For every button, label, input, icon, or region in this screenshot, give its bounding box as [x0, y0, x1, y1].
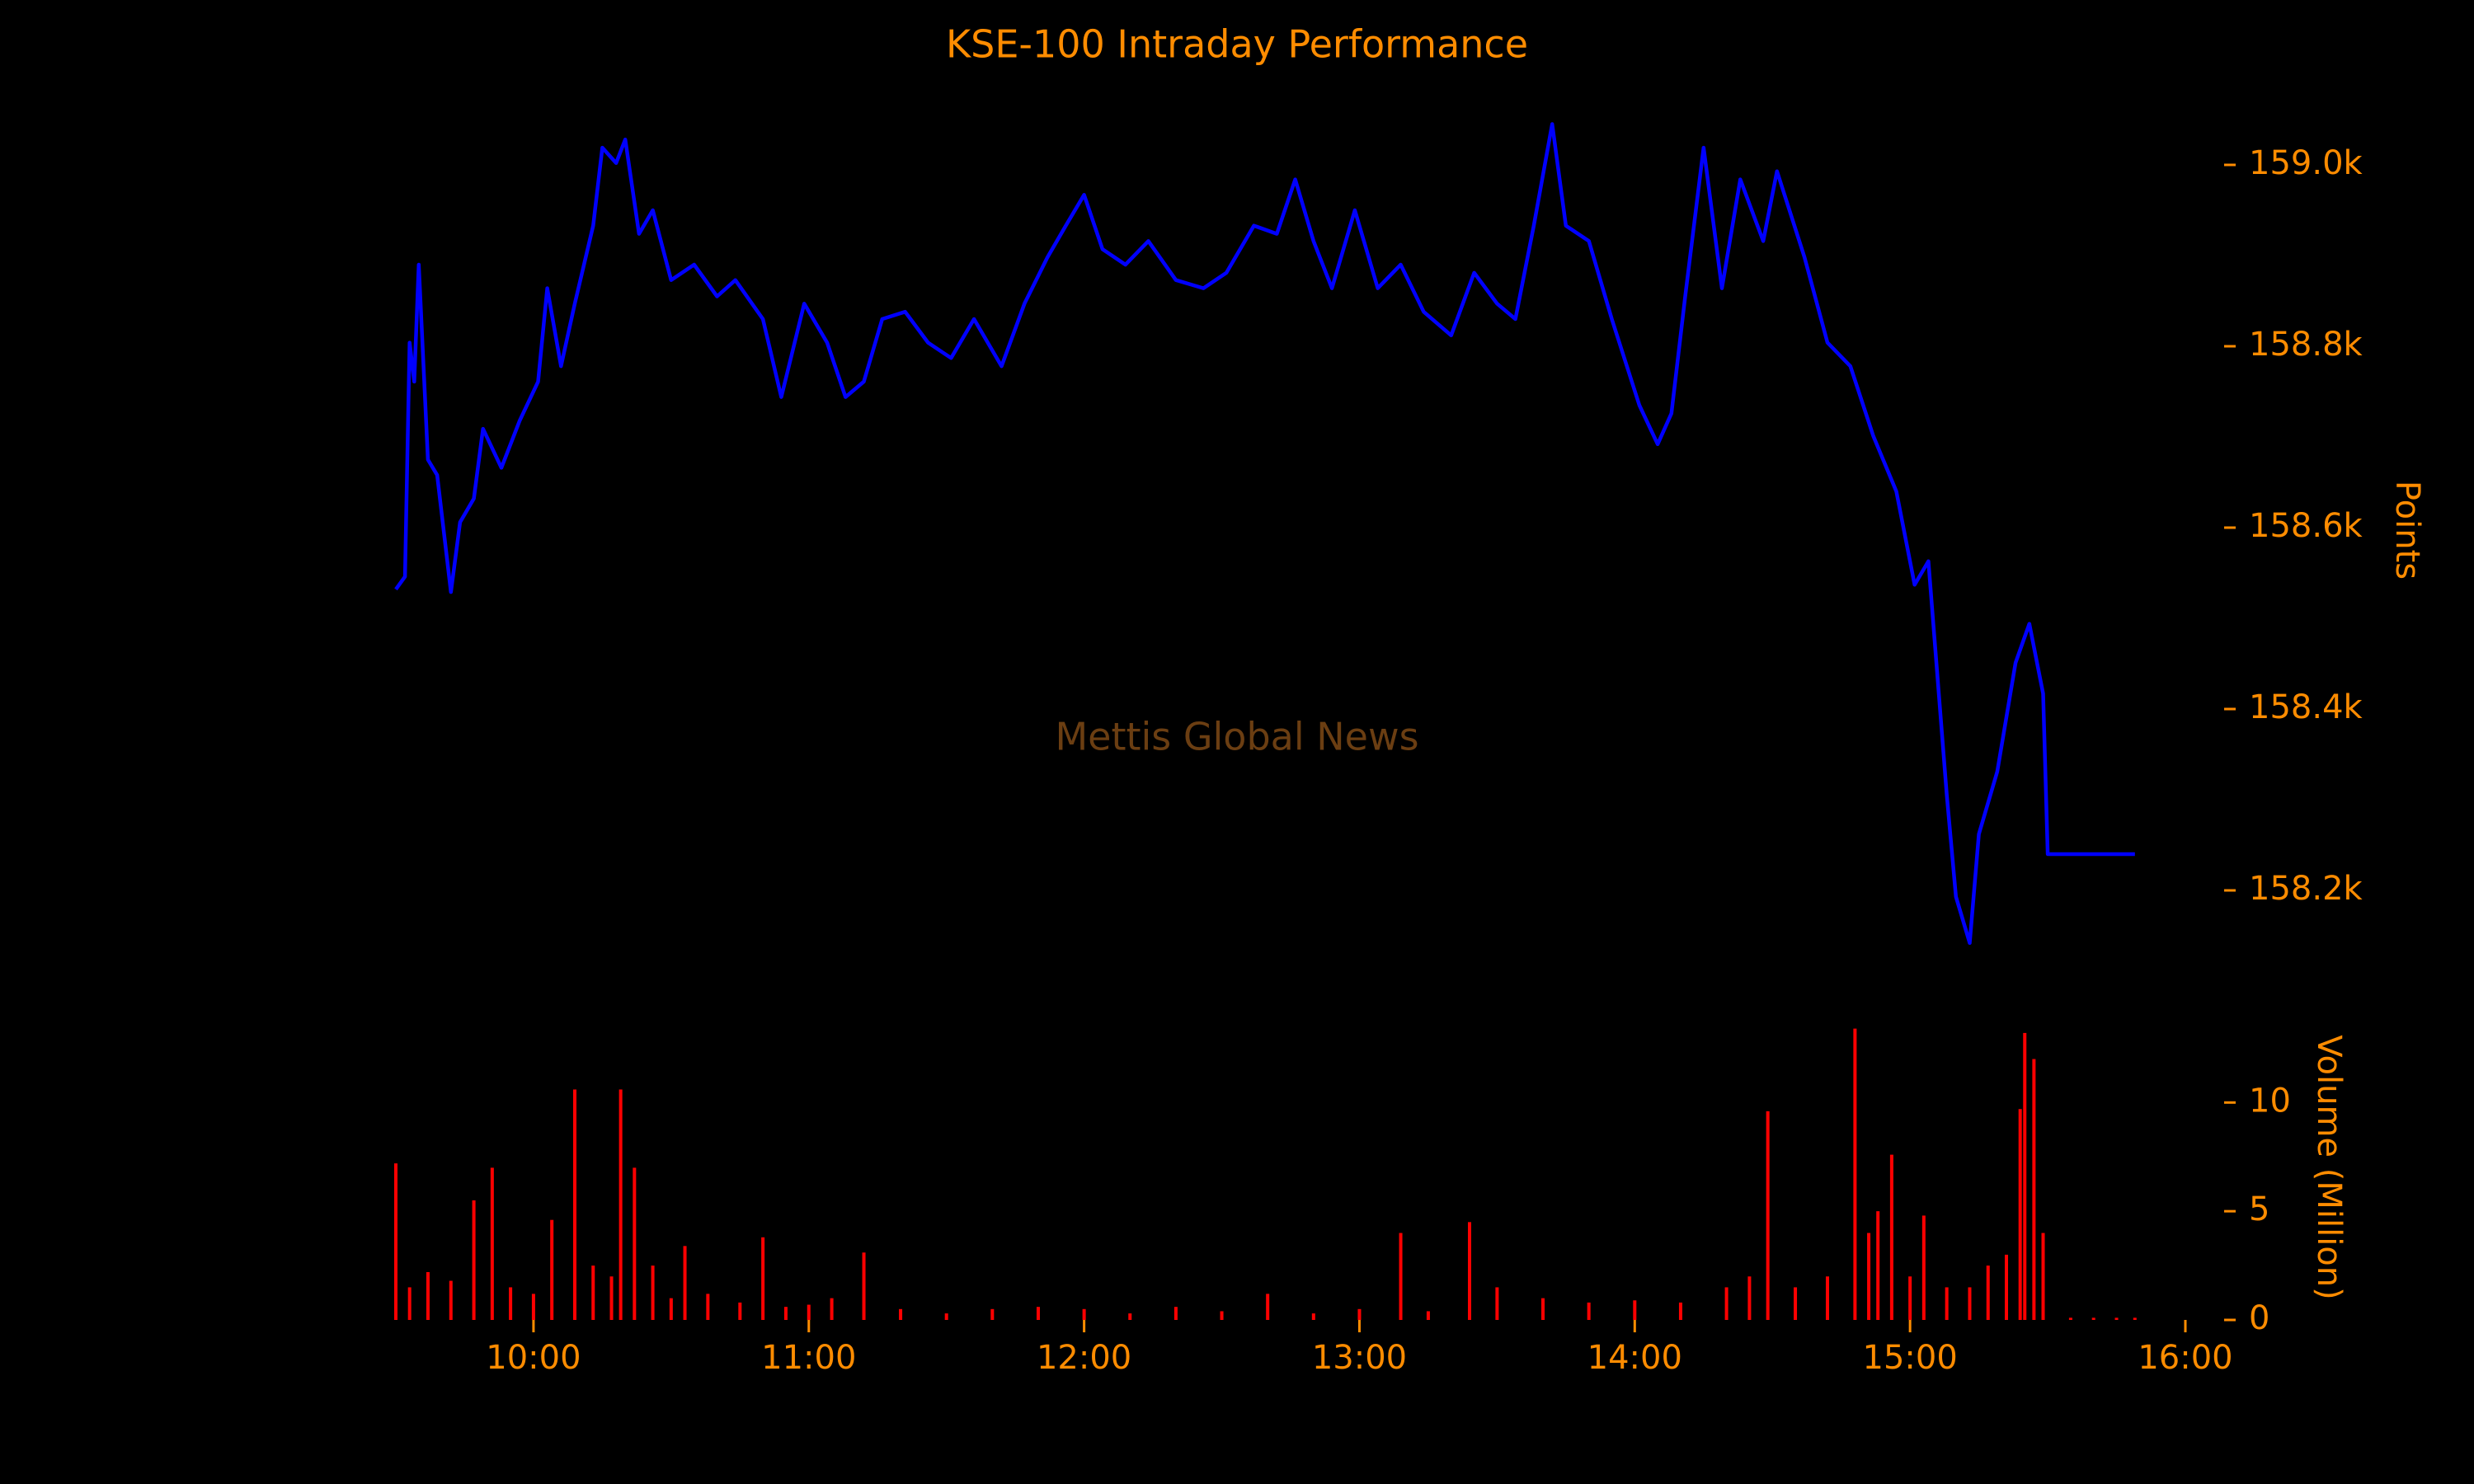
- volume-bar: [472, 1200, 476, 1320]
- volume-bar: [1921, 1215, 1926, 1320]
- volume-bar: [1747, 1276, 1752, 1320]
- volume-bar: [1986, 1266, 1990, 1320]
- volume-bar: [761, 1237, 765, 1320]
- volume-bar: [706, 1294, 710, 1320]
- volume-bar: [2032, 1059, 2036, 1320]
- watermark: Mettis Global News: [1055, 715, 1418, 759]
- x-tick-label: 12:00: [1037, 1339, 1131, 1377]
- volume-bar: [899, 1308, 903, 1320]
- volume-bar: [1678, 1302, 1682, 1320]
- volume-bar: [783, 1307, 788, 1320]
- volume-bar: [550, 1219, 554, 1320]
- volume-bar: [394, 1163, 397, 1320]
- volume-bar: [1220, 1311, 1224, 1320]
- y-tick-label: 5: [2249, 1190, 2269, 1228]
- volume-bar: [1174, 1307, 1178, 1320]
- volume-bar: [490, 1167, 494, 1320]
- volume-bar: [449, 1280, 453, 1320]
- y-tick-label: 158.8k: [2249, 326, 2363, 364]
- volume-bar: [1357, 1308, 1362, 1320]
- volume-bar: [2005, 1254, 2008, 1320]
- volume-bar: [830, 1298, 834, 1320]
- y-tick-label: 10: [2249, 1082, 2291, 1120]
- volume-bar: [651, 1266, 655, 1320]
- volume-bar: [2091, 1317, 2095, 1320]
- y-axis-label: Volume (Million): [2310, 1035, 2348, 1299]
- volume-bar: [1633, 1300, 1637, 1320]
- volume-bar: [990, 1308, 995, 1320]
- volume-bar: [618, 1089, 623, 1320]
- x-tick-label: 10:00: [486, 1339, 581, 1377]
- volume-bar: [1853, 1028, 1857, 1320]
- x-tick-label: 13:00: [1312, 1339, 1407, 1377]
- volume-bar: [1495, 1287, 1499, 1320]
- y-tick-label: 159.0k: [2249, 144, 2363, 182]
- volume-bar: [591, 1266, 595, 1320]
- volume-bar: [1867, 1233, 1871, 1320]
- volume-bar: [407, 1287, 412, 1320]
- volume-bar: [1036, 1307, 1040, 1320]
- volume-bar: [1082, 1308, 1086, 1320]
- volume-bar: [1311, 1313, 1315, 1320]
- volume-bar: [1826, 1276, 1829, 1320]
- volume-bar: [807, 1304, 811, 1320]
- y-tick-label: 158.2k: [2249, 870, 2363, 908]
- y-tick-label: 158.6k: [2249, 507, 2363, 545]
- volume-bar: [1426, 1311, 1430, 1320]
- volume-bar: [2041, 1233, 2045, 1320]
- volume-bar: [633, 1167, 637, 1320]
- volume-bar: [531, 1294, 535, 1320]
- volume-bar: [1876, 1211, 1880, 1320]
- volume-bar: [1468, 1222, 1471, 1320]
- chart-title: KSE-100 Intraday Performance: [946, 22, 1528, 67]
- x-tick-label: 16:00: [2138, 1339, 2232, 1377]
- volume-bar: [2023, 1032, 2027, 1320]
- volume-bar: [1794, 1287, 1798, 1320]
- price-line: [394, 122, 2135, 946]
- volume-bar: [944, 1313, 948, 1320]
- volume-bar: [1889, 1154, 1893, 1320]
- volume-bar: [1128, 1313, 1132, 1320]
- volume-bar: [683, 1246, 687, 1320]
- volume-bar: [2018, 1109, 2022, 1320]
- x-tick-label: 15:00: [1863, 1339, 1958, 1377]
- volume-bar: [1399, 1233, 1403, 1320]
- y-tick-label: 0: [2249, 1299, 2269, 1337]
- volume-bar: [1266, 1294, 1270, 1320]
- volume-bar: [1587, 1302, 1591, 1320]
- x-tick-label: 14:00: [1587, 1339, 1682, 1377]
- volume-bar: [426, 1271, 430, 1320]
- volume-bar: [862, 1252, 866, 1320]
- volume-bar: [2114, 1317, 2119, 1320]
- y-tick-label: 158.4k: [2249, 688, 2363, 726]
- volume-bar: [1724, 1287, 1729, 1320]
- y-axis-label: Points: [2388, 481, 2426, 580]
- volume-bar: [2133, 1317, 2137, 1320]
- volume-bar: [738, 1302, 742, 1320]
- volume-bar: [2068, 1317, 2072, 1320]
- volume-bar: [573, 1089, 576, 1320]
- volume-bar: [669, 1298, 673, 1320]
- volume-bar: [1945, 1287, 1949, 1320]
- volume-bar: [1908, 1276, 1912, 1320]
- volume-bar: [1541, 1298, 1545, 1320]
- volume-bar: [509, 1287, 513, 1320]
- volume-bar: [1766, 1111, 1770, 1320]
- volume-bar: [1968, 1287, 1972, 1320]
- x-tick-label: 11:00: [761, 1339, 856, 1377]
- volume-bar: [609, 1276, 614, 1320]
